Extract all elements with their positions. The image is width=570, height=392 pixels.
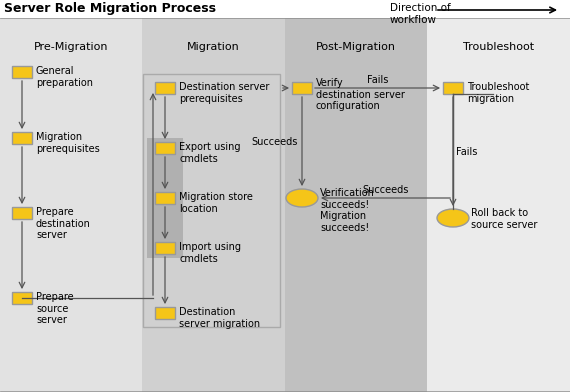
Text: Verify
destination server
configuration: Verify destination server configuration — [316, 78, 405, 111]
Text: Migration store
location: Migration store location — [179, 192, 253, 214]
Text: Fails: Fails — [367, 75, 388, 85]
Bar — [0, 0, 570, 18]
Bar — [155, 192, 175, 204]
Text: Destination
server migration: Destination server migration — [179, 307, 260, 328]
Bar — [292, 82, 312, 94]
Text: Fails: Fails — [456, 147, 478, 156]
Text: General
preparation: General preparation — [36, 66, 93, 87]
Bar — [12, 207, 32, 219]
Bar — [0, 18, 142, 392]
Text: Succeeds: Succeeds — [251, 136, 298, 147]
Bar — [12, 66, 32, 78]
Bar — [155, 82, 175, 94]
Bar — [12, 132, 32, 144]
Text: Prepare
destination
server: Prepare destination server — [36, 207, 91, 240]
Bar — [285, 18, 427, 392]
Bar — [143, 74, 280, 327]
Bar — [142, 18, 285, 392]
Text: Prepare
source
server: Prepare source server — [36, 292, 74, 325]
Text: Post-Migration: Post-Migration — [316, 42, 396, 52]
Text: Destination server
prerequisites: Destination server prerequisites — [179, 82, 270, 103]
Bar — [427, 18, 570, 392]
Text: Export using
cmdlets: Export using cmdlets — [179, 142, 241, 163]
Text: Direction of
workflow: Direction of workflow — [390, 3, 451, 25]
Ellipse shape — [286, 189, 318, 207]
Text: Troubleshoot: Troubleshoot — [463, 42, 534, 52]
Text: Succeeds: Succeeds — [363, 185, 409, 195]
Bar — [155, 142, 175, 154]
Bar — [155, 242, 175, 254]
Text: Server Role Migration Process: Server Role Migration Process — [4, 2, 216, 15]
Ellipse shape — [437, 209, 469, 227]
Text: Migration
prerequisites: Migration prerequisites — [36, 132, 100, 154]
Bar — [147, 138, 183, 258]
Text: Pre-Migration: Pre-Migration — [34, 42, 108, 52]
Text: Migration: Migration — [187, 42, 240, 52]
Text: Verification
succeeds!
Migration
succeeds!: Verification succeeds! Migration succeed… — [320, 188, 375, 233]
Bar — [155, 307, 175, 319]
Text: Roll back to
source server: Roll back to source server — [471, 208, 538, 230]
Bar — [12, 292, 32, 304]
Text: Troubleshoot
migration: Troubleshoot migration — [467, 82, 530, 103]
Bar — [443, 82, 463, 94]
Text: Import using
cmdlets: Import using cmdlets — [179, 242, 241, 263]
